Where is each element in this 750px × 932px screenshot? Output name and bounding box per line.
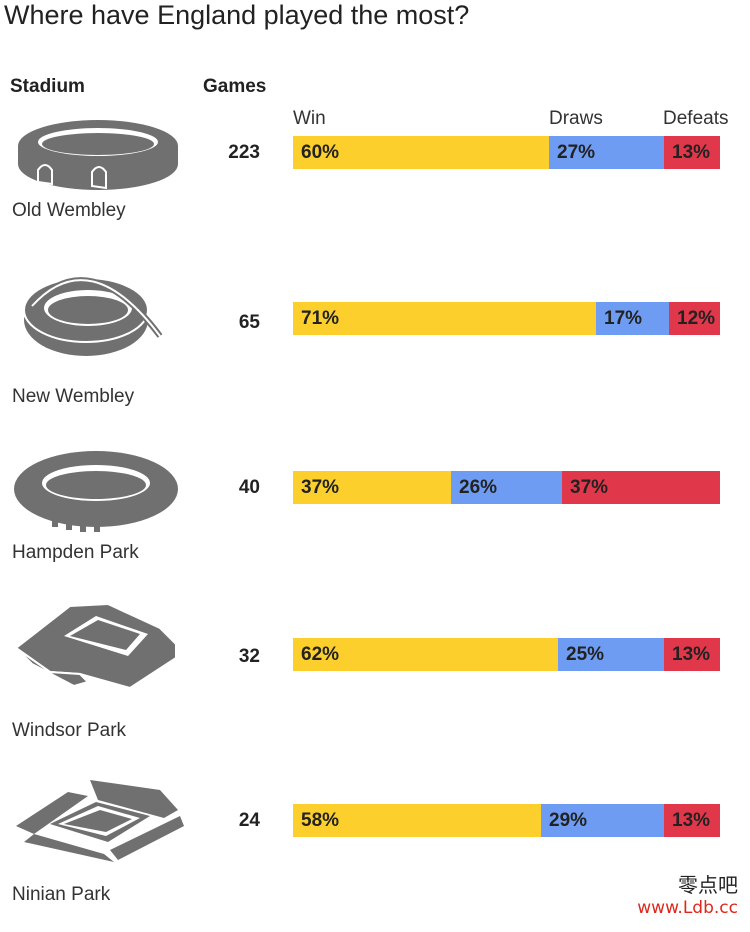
watermark: 零点吧 www.Ldb.cc bbox=[637, 869, 738, 918]
old-wembley-icon bbox=[18, 120, 178, 190]
win-segment: 62% bbox=[293, 638, 558, 671]
result-bar: 60% 27% 13% bbox=[293, 136, 720, 169]
result-bar: 71% 17% 12% bbox=[293, 302, 720, 335]
stadium-name: Windsor Park bbox=[12, 720, 127, 741]
defeat-segment: 13% bbox=[664, 136, 720, 169]
ninian-park-icon bbox=[16, 780, 184, 862]
stadium-name: Hampden Park bbox=[12, 542, 139, 563]
games-count: 32 bbox=[238, 646, 260, 667]
win-legend-label: Win bbox=[293, 108, 326, 129]
draw-segment: 29% bbox=[541, 804, 664, 837]
new-wembley-icon bbox=[23, 277, 163, 356]
defeat-segment: 37% bbox=[562, 471, 720, 504]
defeat-segment: 13% bbox=[664, 804, 720, 837]
windsor-park-icon bbox=[14, 602, 177, 690]
defeat-segment: 12% bbox=[669, 302, 720, 335]
games-count: 65 bbox=[238, 312, 260, 333]
stadium-row: 223 60% 27% 13% Old Wembley bbox=[0, 112, 750, 272]
draws-legend-label: Draws bbox=[549, 108, 603, 129]
draw-segment: 25% bbox=[558, 638, 664, 671]
hampden-park-icon bbox=[14, 451, 178, 532]
result-bar: 37% 26% 37% bbox=[293, 471, 720, 504]
stadium-row: 65 71% 17% 12% New Wembley bbox=[0, 262, 750, 422]
stadium-row: 24 58% 29% 13% Ninian Park bbox=[0, 772, 750, 932]
stadium-name: New Wembley bbox=[12, 386, 135, 407]
stadium-column-header: Stadium bbox=[10, 76, 85, 97]
win-segment: 71% bbox=[293, 302, 596, 335]
games-count: 24 bbox=[238, 810, 260, 831]
defeats-legend-label: Defeats bbox=[663, 108, 729, 129]
draw-segment: 27% bbox=[549, 136, 664, 169]
result-bar: 62% 25% 13% bbox=[293, 638, 720, 671]
win-segment: 58% bbox=[293, 804, 541, 837]
stadium-name: Ninian Park bbox=[12, 884, 111, 905]
games-count: 223 bbox=[228, 142, 260, 163]
win-segment: 37% bbox=[293, 471, 451, 504]
stadium-row: 40 37% 26% 37% Hampden Park bbox=[0, 445, 750, 605]
games-count: 40 bbox=[238, 477, 260, 498]
watermark-url: www.Ldb.cc bbox=[637, 898, 738, 918]
defeat-segment: 13% bbox=[664, 638, 720, 671]
chart-title: Where have England played the most? bbox=[4, 0, 470, 30]
stadium-name: Old Wembley bbox=[12, 200, 126, 221]
draw-segment: 17% bbox=[596, 302, 669, 335]
games-column-header: Games bbox=[203, 76, 267, 97]
draw-segment: 26% bbox=[451, 471, 562, 504]
win-segment: 60% bbox=[293, 136, 549, 169]
stadium-row: 32 62% 25% 13% Windsor Park bbox=[0, 600, 750, 760]
watermark-chinese-text: 零点吧 bbox=[678, 873, 738, 897]
result-bar: 58% 29% 13% bbox=[293, 804, 720, 837]
